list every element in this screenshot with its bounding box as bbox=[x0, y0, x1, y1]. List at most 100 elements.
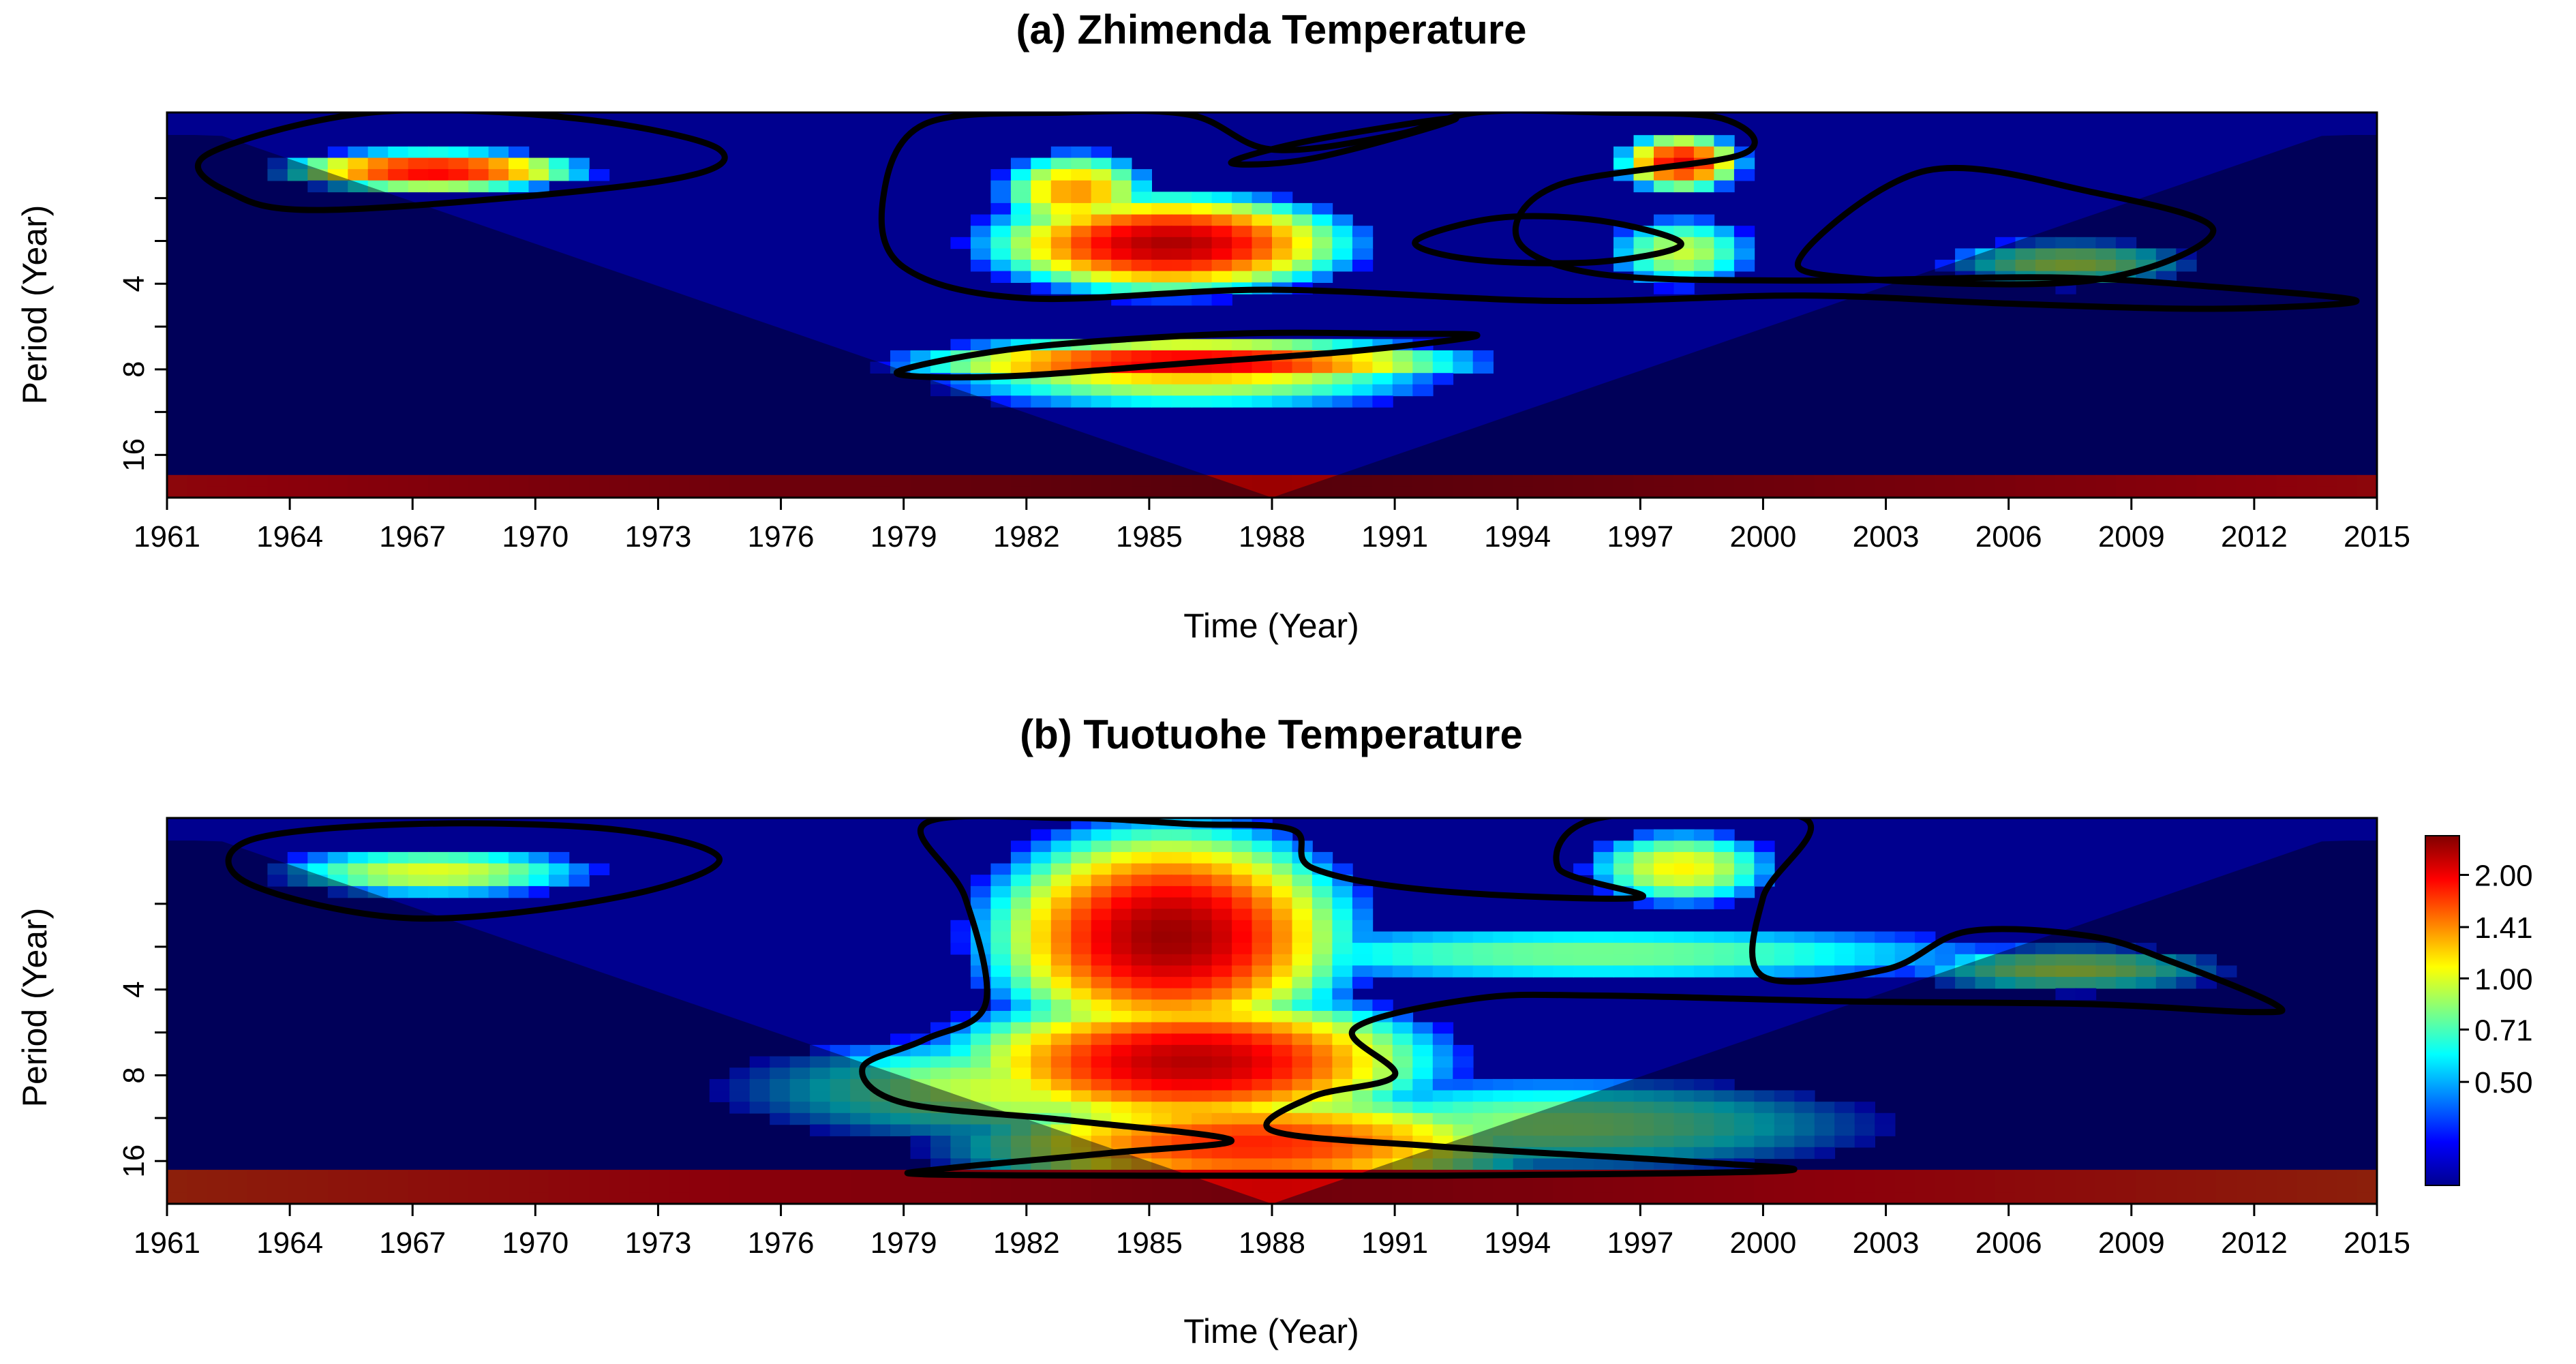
heatmap-cell bbox=[448, 885, 469, 898]
heatmap-cell bbox=[729, 1090, 751, 1102]
heatmap-cell bbox=[1794, 474, 1815, 487]
heatmap-cell bbox=[1693, 248, 1715, 260]
heatmap-cell bbox=[1693, 226, 1715, 238]
heatmap-cell bbox=[950, 1067, 971, 1080]
heatmap-cell bbox=[1192, 237, 1213, 249]
heatmap-cell bbox=[1131, 339, 1152, 351]
heatmap-cell bbox=[1171, 931, 1192, 943]
heatmap-cell bbox=[1794, 1102, 1815, 1114]
heatmap-cell bbox=[1192, 474, 1213, 487]
heatmap-cell bbox=[1915, 1181, 1936, 1194]
heatmap-cell bbox=[1975, 977, 1996, 989]
heatmap-cell bbox=[870, 361, 891, 374]
heatmap-cell bbox=[2075, 486, 2097, 498]
heatmap-cell bbox=[327, 474, 349, 487]
heatmap-cell bbox=[1995, 248, 2016, 260]
heatmap-cell bbox=[348, 875, 369, 887]
heatmap-cell bbox=[1031, 1181, 1052, 1194]
heatmap-cell bbox=[1453, 943, 1474, 955]
heatmap-cell bbox=[1493, 1124, 1514, 1136]
heatmap-cell bbox=[749, 1090, 770, 1102]
heatmap-cell bbox=[970, 1067, 992, 1080]
x-tick-label: 1973 bbox=[624, 1226, 691, 1260]
heatmap-cell bbox=[1091, 909, 1112, 921]
heatmap-cell bbox=[1252, 214, 1273, 226]
heatmap-cell bbox=[2256, 486, 2277, 498]
heatmap-cell bbox=[569, 1192, 590, 1204]
heatmap-cell bbox=[1031, 1011, 1052, 1023]
heatmap-cell bbox=[770, 474, 791, 487]
heatmap-cell bbox=[1151, 988, 1172, 1001]
heatmap-cell bbox=[729, 1181, 751, 1194]
heatmap-cell bbox=[990, 237, 1012, 249]
heatmap-cell bbox=[1633, 474, 1654, 487]
heatmap-cell bbox=[2136, 1181, 2157, 1194]
heatmap-cell bbox=[830, 1044, 851, 1057]
heatmap-cell bbox=[910, 1067, 931, 1080]
heatmap-cell bbox=[1654, 1192, 1675, 1204]
heatmap-cell bbox=[1232, 260, 1253, 272]
heatmap-cell bbox=[1613, 1102, 1635, 1114]
heatmap-cell bbox=[1573, 1192, 1594, 1204]
heatmap-cell bbox=[1171, 260, 1192, 272]
heatmap-cell bbox=[1010, 897, 1032, 909]
heatmap-cell bbox=[1091, 146, 1112, 159]
heatmap-cell bbox=[1955, 943, 1976, 955]
heatmap-cell bbox=[1553, 1136, 1574, 1148]
colorbar-tick-label: 2.00 bbox=[2474, 859, 2533, 892]
heatmap-cell bbox=[1292, 474, 1313, 487]
heatmap-cell bbox=[1292, 373, 1313, 385]
heatmap-cell bbox=[1432, 474, 1454, 487]
heatmap-cell bbox=[1714, 1090, 1735, 1102]
heatmap-cell bbox=[970, 248, 992, 260]
heatmap-cell bbox=[1010, 840, 1032, 853]
heatmap-cell bbox=[1031, 486, 1052, 498]
heatmap-cell bbox=[970, 237, 992, 249]
heatmap-cell bbox=[1613, 1181, 1635, 1194]
heatmap-cell bbox=[1171, 1112, 1192, 1125]
heatmap-cell bbox=[1432, 1056, 1454, 1068]
heatmap-cell bbox=[1111, 226, 1132, 238]
heatmap-cell bbox=[789, 1170, 810, 1182]
heatmap-cell bbox=[1453, 1090, 1474, 1102]
heatmap-cell bbox=[267, 1170, 288, 1182]
heatmap-cell bbox=[1111, 486, 1132, 498]
heatmap-cell bbox=[1352, 226, 1374, 238]
heatmap-cell bbox=[2055, 943, 2076, 955]
heatmap-cell bbox=[1232, 851, 1253, 864]
heatmap-cell bbox=[2196, 954, 2217, 967]
heatmap-cell bbox=[1332, 395, 1353, 408]
heatmap-cell bbox=[1292, 214, 1313, 226]
heatmap-cell bbox=[1050, 169, 1072, 181]
heatmap-cell bbox=[2176, 474, 2197, 487]
heatmap-cell bbox=[1453, 1056, 1474, 1068]
heatmap-cell bbox=[1091, 988, 1112, 1001]
heatmap-cell bbox=[910, 1124, 931, 1136]
heatmap-cell bbox=[448, 875, 469, 887]
heatmap-cell bbox=[1232, 1181, 1253, 1194]
heatmap-cell bbox=[990, 1011, 1012, 1023]
heatmap-cell bbox=[1131, 1078, 1152, 1091]
heatmap-cell bbox=[1031, 931, 1052, 943]
heatmap-cell bbox=[810, 1078, 831, 1091]
heatmap-cell bbox=[509, 474, 530, 487]
heatmap-cell bbox=[1352, 1181, 1374, 1194]
heatmap-cell bbox=[1151, 1136, 1172, 1148]
heatmap-cell bbox=[1192, 954, 1213, 967]
heatmap-cell bbox=[930, 1112, 952, 1125]
heatmap-cell bbox=[1412, 1124, 1434, 1136]
heatmap-cell bbox=[1392, 1124, 1414, 1136]
heatmap-cell bbox=[1050, 202, 1072, 215]
heatmap-cell bbox=[1332, 1158, 1353, 1170]
heatmap-cell bbox=[990, 1044, 1012, 1057]
heatmap-cell bbox=[367, 180, 389, 193]
heatmap-cell bbox=[1733, 1102, 1755, 1114]
heatmap-cell bbox=[1031, 840, 1052, 853]
heatmap-cell bbox=[1633, 965, 1654, 977]
heatmap-cell bbox=[1211, 875, 1232, 887]
heatmap-cell bbox=[810, 1192, 831, 1204]
heatmap-cell bbox=[789, 1056, 810, 1068]
heatmap-cell bbox=[1192, 943, 1213, 955]
heatmap-cell bbox=[1031, 1056, 1052, 1068]
heatmap-cell bbox=[1593, 943, 1614, 955]
